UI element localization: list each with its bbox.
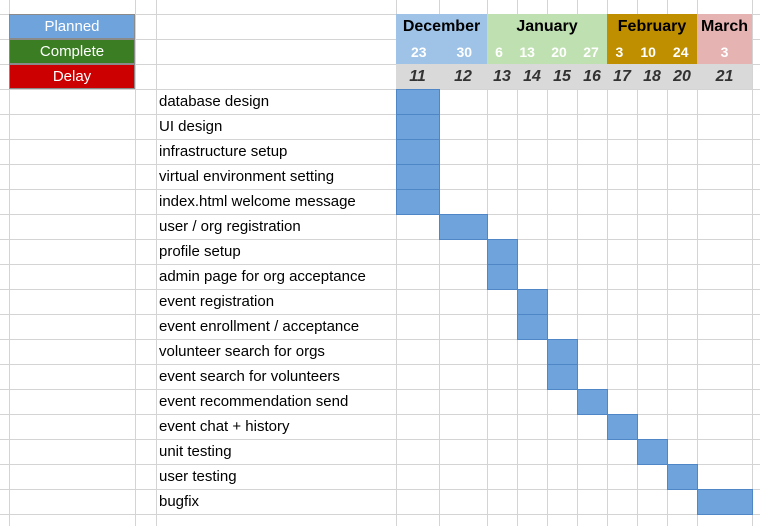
week-number: 11 xyxy=(396,64,439,89)
planned-bar xyxy=(577,389,608,415)
task-name: index.html welcome message xyxy=(159,193,356,210)
task-name: event registration xyxy=(159,293,275,310)
task-name: user testing xyxy=(159,468,237,485)
planned-bar xyxy=(547,339,578,365)
day-label: 3 xyxy=(720,43,729,60)
planned-bar xyxy=(517,289,548,315)
week-number: 18 xyxy=(637,64,667,89)
task-name: unit testing xyxy=(159,443,232,460)
planned-bar xyxy=(667,464,698,490)
planned-bar xyxy=(396,189,440,215)
planned-bar xyxy=(439,214,488,240)
task-name: profile setup xyxy=(159,243,241,260)
task-name: event recommendation send xyxy=(159,393,349,410)
day-label: 20 xyxy=(551,43,567,60)
task-name: database design xyxy=(159,93,270,110)
planned-bar xyxy=(487,239,518,265)
day-row: 23 30 xyxy=(396,39,487,64)
week-number: 16 xyxy=(577,64,607,89)
week-number: 12 xyxy=(439,64,487,89)
day-row: 6 13 20 27 xyxy=(487,39,607,64)
legend-complete: Complete xyxy=(9,39,135,64)
day-label: 27 xyxy=(583,43,599,60)
task-name: virtual environment setting xyxy=(159,168,335,185)
day-row: 3 xyxy=(697,39,752,64)
task-name: user / org registration xyxy=(159,218,301,235)
planned-bar xyxy=(517,314,548,340)
month-label: March xyxy=(697,14,752,39)
legend-planned: Planned xyxy=(9,14,135,39)
task-name: admin page for org acceptance xyxy=(159,268,366,285)
day-label: 10 xyxy=(640,43,656,60)
day-label: 3 xyxy=(615,43,624,60)
task-name: event chat + history xyxy=(159,418,290,435)
task-name: event enrollment / acceptance xyxy=(159,318,360,335)
month-label: January xyxy=(487,14,607,39)
day-label: 6 xyxy=(495,43,503,60)
day-label: 23 xyxy=(410,43,427,60)
legend-delay: Delay xyxy=(9,64,135,89)
week-number: 15 xyxy=(547,64,577,89)
planned-bar xyxy=(396,114,440,140)
week-number: 21 xyxy=(697,64,752,89)
week-number: 17 xyxy=(607,64,637,89)
planned-bar xyxy=(607,414,638,440)
planned-bar xyxy=(487,264,518,290)
day-label: 13 xyxy=(519,43,535,60)
day-row: 3 10 24 xyxy=(607,39,697,64)
planned-bar xyxy=(396,139,440,165)
planned-bar xyxy=(547,364,578,390)
planned-bar xyxy=(396,89,440,115)
month-label: December xyxy=(396,14,487,39)
task-name: event search for volunteers xyxy=(159,368,340,385)
planned-bar xyxy=(637,439,668,465)
day-label: 30 xyxy=(456,43,473,60)
task-name: volunteer search for orgs xyxy=(159,343,325,360)
planned-bar xyxy=(396,164,440,190)
day-label: 24 xyxy=(672,43,689,60)
week-number: 14 xyxy=(517,64,547,89)
task-name: bugfix xyxy=(159,493,200,510)
task-name: UI design xyxy=(159,118,223,135)
week-number: 20 xyxy=(667,64,697,89)
week-number: 13 xyxy=(487,64,517,89)
task-name: infrastructure setup xyxy=(159,143,288,160)
month-label: February xyxy=(607,14,697,39)
planned-bar xyxy=(697,489,753,515)
